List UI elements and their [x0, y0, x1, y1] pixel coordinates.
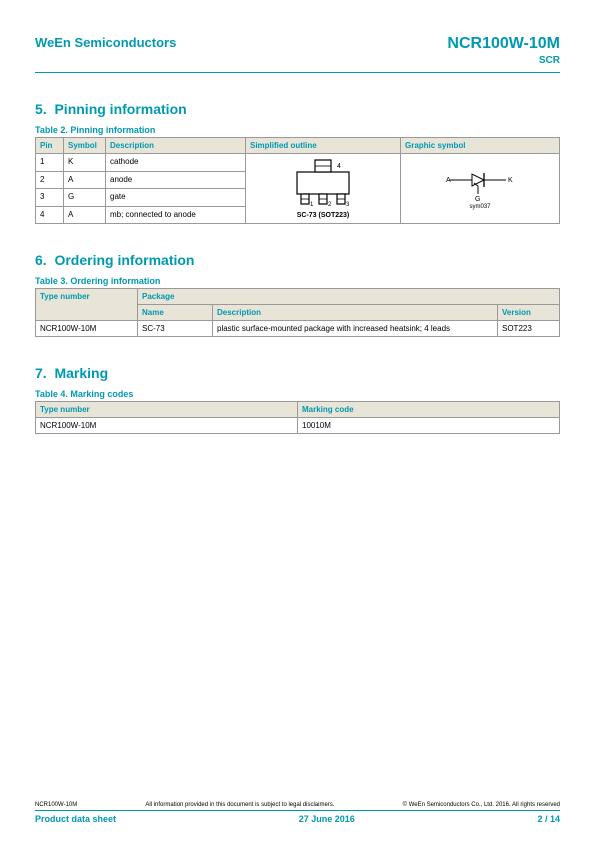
cell-pin: 2 — [36, 171, 64, 189]
table2-pinning: Pin Symbol Description Simplified outlin… — [35, 137, 560, 224]
part-number: NCR100W-10M — [447, 35, 560, 53]
cell-version: SOT223 — [498, 321, 560, 337]
th-package: Package — [138, 289, 560, 305]
footer-part: NCR100W-10M — [35, 802, 77, 808]
cell-pin: 4 — [36, 206, 64, 224]
scr-symbol-icon: A K G — [444, 195, 516, 204]
page-header: WeEn Semiconductors NCR100W-10M SCR — [35, 35, 560, 66]
table4-marking: Type number Marking code NCR100W-10M 100… — [35, 401, 560, 434]
header-rule — [35, 72, 560, 73]
section-num: 7. — [35, 365, 47, 381]
cell-desc: gate — [106, 189, 246, 207]
th-graphic: Graphic symbol — [401, 138, 560, 154]
section-num: 5. — [35, 101, 47, 117]
svg-text:K: K — [508, 177, 513, 184]
svg-text:3: 3 — [346, 202, 350, 208]
cell-sym: A — [64, 171, 106, 189]
cell-desc: mb; connected to anode — [106, 206, 246, 224]
footer-page: 2 / 14 — [537, 814, 560, 824]
table3-ordering: Type number Package Name Description Ver… — [35, 288, 560, 337]
package-outline-icon: 4 1 2 3 — [283, 158, 363, 210]
section-5-title: 5. Pinning information — [35, 101, 560, 117]
package-label: SC-73 (SOT223) — [250, 212, 396, 219]
section-6-title: 6. Ordering information — [35, 252, 560, 268]
svg-text:4: 4 — [337, 163, 341, 170]
cell-type: NCR100W-10M — [36, 321, 138, 337]
company-name: WeEn Semiconductors — [35, 35, 176, 50]
th-pin: Pin — [36, 138, 64, 154]
th-mtype: Type number — [36, 402, 298, 418]
cell-pin: 1 — [36, 154, 64, 172]
cell-sym: K — [64, 154, 106, 172]
footer-disclaimer: All information provided in this documen… — [145, 802, 334, 808]
table2-caption: Table 2. Pinning information — [35, 125, 560, 135]
th-pdesc: Description — [213, 305, 498, 321]
footer-copyright: © WeEn Semiconductors Co., Ltd. 2016. Al… — [403, 802, 560, 808]
th-type: Type number — [36, 289, 138, 321]
footer-doctype: Product data sheet — [35, 814, 116, 824]
table3-caption: Table 3. Ordering information — [35, 276, 560, 286]
cell-sym: G — [64, 189, 106, 207]
svg-text:2: 2 — [328, 202, 332, 208]
section-text: Ordering information — [54, 252, 194, 268]
cell-pdesc: plastic surface-mounted package with inc… — [213, 321, 498, 337]
header-right: NCR100W-10M SCR — [447, 35, 560, 66]
section-text: Marking — [54, 365, 108, 381]
cell-name: SC-73 — [138, 321, 213, 337]
th-outline: Simplified outline — [246, 138, 401, 154]
section-num: 6. — [35, 252, 47, 268]
cell-graphic-symbol: A K G sym037 — [401, 154, 560, 224]
th-desc: Description — [106, 138, 246, 154]
cell-sym: A — [64, 206, 106, 224]
part-subtitle: SCR — [447, 55, 560, 66]
footer-bottom: Product data sheet 27 June 2016 2 / 14 — [35, 814, 560, 824]
th-symbol: Symbol — [64, 138, 106, 154]
page-footer: NCR100W-10M All information provided in … — [35, 802, 560, 824]
svg-text:G: G — [475, 196, 480, 202]
section-text: Pinning information — [54, 101, 186, 117]
th-name: Name — [138, 305, 213, 321]
svg-text:1: 1 — [310, 202, 314, 208]
cell-desc: cathode — [106, 154, 246, 172]
cell-desc: anode — [106, 171, 246, 189]
cell-outline: 4 1 2 3 SC-73 (SOT223) — [246, 154, 401, 224]
cell-pin: 3 — [36, 189, 64, 207]
th-mcode: Marking code — [298, 402, 560, 418]
svg-text:A: A — [446, 177, 451, 184]
table-row: NCR100W-10M SC-73 plastic surface-mounte… — [36, 321, 560, 337]
section-7-title: 7. Marking — [35, 365, 560, 381]
symbol-sub: sym037 — [405, 204, 555, 210]
cell-mtype: NCR100W-10M — [36, 418, 298, 434]
th-version: Version — [498, 305, 560, 321]
table4-caption: Table 4. Marking codes — [35, 389, 560, 399]
footer-date: 27 June 2016 — [299, 814, 355, 824]
table-row: 1 K cathode 4 1 — [36, 154, 560, 172]
cell-mcode: 10010M — [298, 418, 560, 434]
table-row: NCR100W-10M 10010M — [36, 418, 560, 434]
footer-top: NCR100W-10M All information provided in … — [35, 802, 560, 811]
